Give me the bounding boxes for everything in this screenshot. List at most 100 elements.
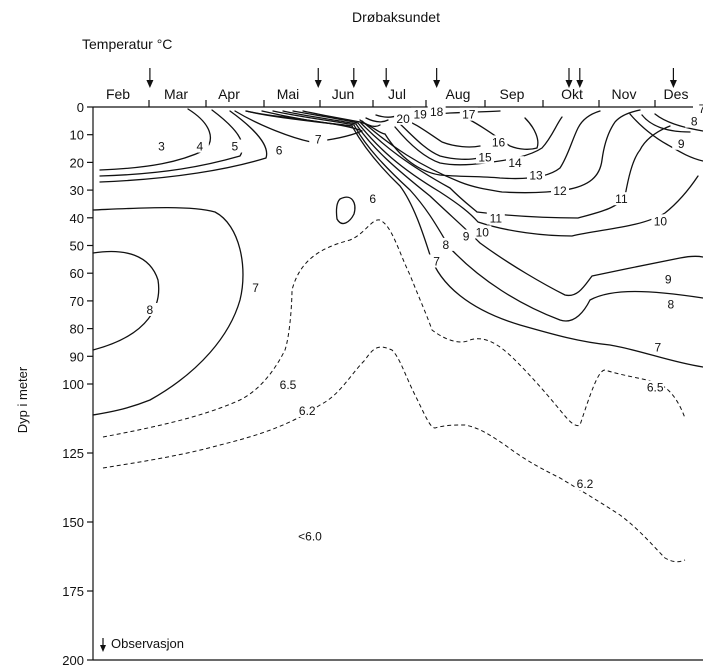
y-axis-label: Dyp i meter: [15, 366, 30, 433]
isotherm-8-deep: [92, 250, 160, 351]
contour-label-bg: [693, 102, 703, 116]
y-tick-label: 80: [70, 322, 84, 337]
observation-arrow-icon: [565, 68, 573, 88]
isotherm-16: [399, 117, 481, 148]
isotherm-8-des: [641, 114, 691, 133]
contour-label-bg: [651, 214, 670, 228]
observation-arrow-icon: [576, 68, 584, 88]
unit-label: Temperatur °C: [82, 36, 172, 52]
observation-arrow-icon: [146, 68, 154, 88]
contour-label: 6.5: [280, 378, 297, 392]
isotherm-19: [365, 117, 389, 123]
isotherm-9-des: [629, 113, 703, 162]
y-tick-label: 150: [62, 515, 84, 530]
observation-arrow-icon: [382, 68, 390, 88]
contour-label: 11: [490, 212, 503, 226]
contour-label-bg: [457, 229, 476, 243]
isotherm-11: [359, 121, 671, 219]
contour-label: 4: [197, 140, 204, 154]
y-tick-label: 60: [70, 266, 84, 281]
contour-label: 5: [232, 140, 239, 154]
contour-label: 19: [414, 108, 428, 122]
contour-label: 7: [699, 102, 703, 116]
isotherm-6-2: [102, 346, 686, 563]
contour-label-bg: [459, 107, 478, 121]
contour-label: 6: [276, 144, 283, 158]
contour-label: 10: [654, 214, 668, 228]
contour-label-bg: [411, 107, 430, 121]
contour-label-bg: [298, 403, 317, 417]
contour-label: 8: [667, 297, 674, 311]
contour-label: 7: [252, 281, 259, 295]
y-tick-label: 200: [62, 653, 84, 668]
y-tick-label: 0: [77, 100, 84, 115]
isotherm-7-deep: [92, 206, 244, 416]
observation-arrow-icon: [669, 68, 677, 88]
isotherm-9: [355, 123, 703, 297]
contour-label-bg: [576, 477, 594, 491]
contour-label-bg: [436, 237, 455, 251]
contour-label-bg: [394, 111, 413, 125]
contour-label-bg: [152, 139, 171, 153]
contour-label: 20: [396, 112, 410, 126]
isotherm-7: [351, 125, 703, 368]
y-tick-label: 40: [70, 211, 84, 226]
contour-label: 17: [462, 108, 476, 122]
y-tick-label: 175: [62, 584, 84, 599]
legend-label: Observasjon: [111, 636, 184, 651]
contour-label: 7: [315, 133, 322, 147]
y-tick-label: 30: [70, 183, 84, 198]
contour-label: 16: [492, 135, 506, 149]
contour-label-bg: [427, 104, 446, 118]
observation-arrow-icon: [350, 68, 358, 88]
isotherm-5: [99, 110, 268, 183]
isotherm-20: [359, 119, 381, 127]
contour-label-bg: [246, 280, 265, 294]
isotherm-11a: [292, 110, 359, 124]
contour-label: 11: [615, 192, 628, 206]
y-tick-label: 20: [70, 155, 84, 170]
contour-label-bg: [661, 297, 680, 311]
contour-label-bg: [672, 136, 691, 150]
contour-label-bg: [648, 340, 667, 354]
contour-label: 8: [147, 303, 154, 317]
y-tick-label: 70: [70, 294, 84, 309]
month-label-jun: Jun: [332, 86, 355, 102]
contour-label: 9: [665, 273, 672, 287]
legend-arrow-head-icon: [100, 645, 106, 652]
contour-label: 7: [654, 340, 661, 354]
isotherm-15: [397, 121, 479, 160]
contour-label: 14: [508, 156, 522, 170]
contour-label: 12: [553, 184, 567, 198]
month-label-mai: Mai: [277, 86, 300, 102]
observation-arrow-icon: [433, 68, 441, 88]
contour-label: 3: [158, 140, 165, 154]
contour-label-bg: [190, 139, 209, 153]
contour-label-bg: [612, 192, 631, 206]
y-tick-label: 90: [70, 349, 84, 364]
isotherm-6-5: [102, 219, 686, 438]
contour-label: 6.2: [577, 477, 594, 491]
contour-label-bg: [646, 380, 665, 394]
contour-label: 15: [478, 151, 492, 165]
contour-label-bg: [427, 254, 446, 268]
contour-label-bg: [473, 225, 492, 239]
contour-label-bg: [506, 156, 524, 170]
isotherm-7-des: [654, 113, 703, 132]
contour-label: 10: [476, 225, 490, 239]
isotherm-9a: [272, 110, 355, 126]
y-tick-label: 10: [70, 128, 84, 143]
chart-title: Drøbaksundet: [352, 9, 440, 25]
month-label-aug: Aug: [446, 86, 471, 102]
contour-label: 9: [463, 230, 470, 244]
contour-label-bg: [270, 143, 289, 157]
isotherm-4: [99, 109, 244, 177]
legend: Observasjon: [100, 636, 184, 652]
contour-label-bg: [363, 192, 382, 206]
isotherm-10a: [282, 110, 357, 125]
contour-label-bg: [486, 211, 505, 225]
contour-label: 6.2: [299, 404, 316, 418]
contour-label-bg: [527, 168, 545, 182]
